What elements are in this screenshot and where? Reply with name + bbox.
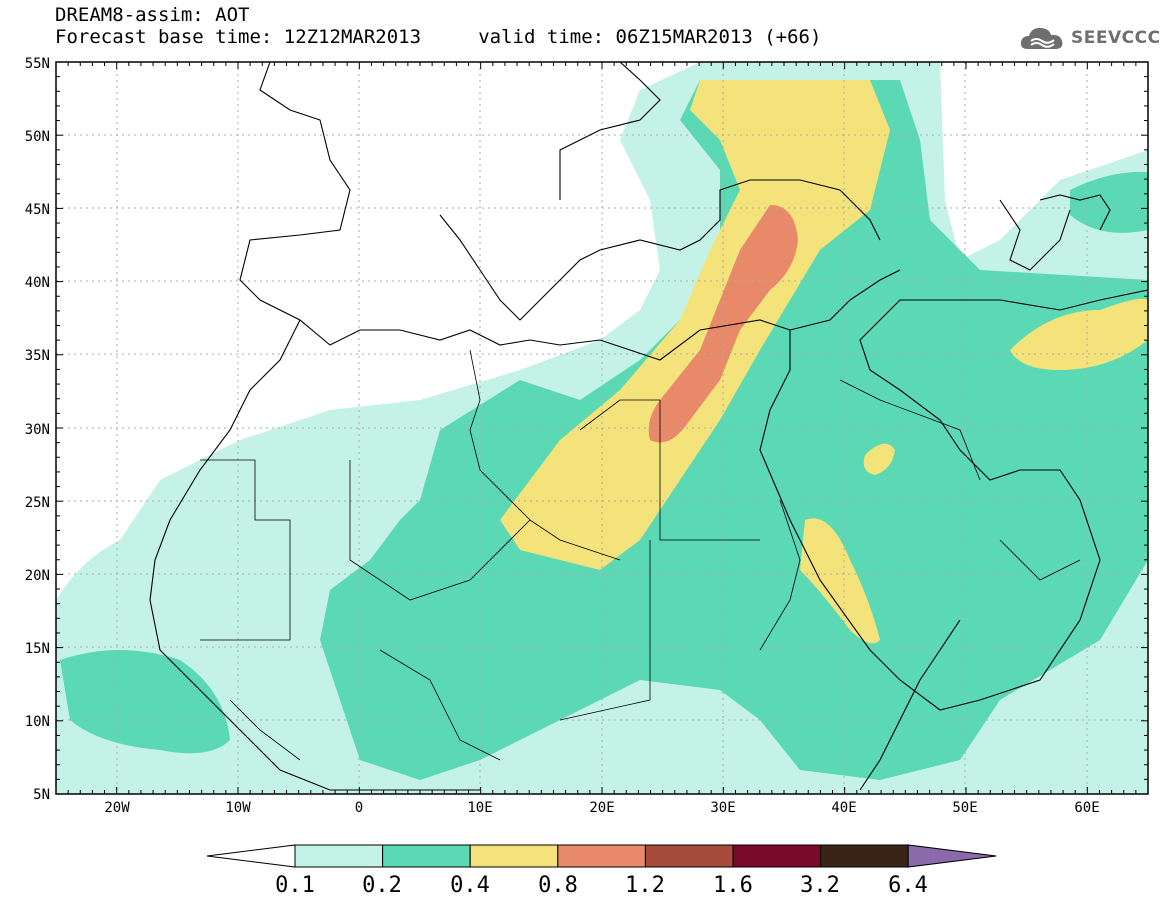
- colorbar-swatch: [469, 844, 559, 868]
- coastlines: [149, 62, 1148, 791]
- aot-field-mid-a: [320, 80, 1148, 780]
- colorbar-label: 6.4: [888, 873, 928, 898]
- lat-label: 55N: [25, 56, 50, 72]
- colorbar: [206, 844, 997, 868]
- aot-field-mid-c: [1070, 171, 1148, 233]
- colorbar-label: 0.2: [362, 873, 402, 898]
- lat-label: 35N: [25, 348, 50, 364]
- seevccc-logo: SEEVCCC: [1018, 23, 1161, 53]
- lon-label: 40E: [831, 800, 856, 816]
- colorbar-swatch: [382, 844, 471, 868]
- lon-label: 30E: [710, 800, 735, 816]
- aot-shading: [56, 62, 1148, 794]
- aot-field-very-high: [648, 205, 798, 443]
- colorbar-label: 0.1: [275, 873, 315, 898]
- logo-text: SEEVCCC: [1071, 28, 1161, 48]
- lon-label: 50E: [952, 800, 977, 816]
- lon-label: 10W: [225, 800, 251, 816]
- colorbar-label: 0.4: [450, 873, 490, 898]
- graticule: [56, 62, 1148, 794]
- aot-field-high-red-sea: [800, 518, 880, 644]
- lat-label: 15N: [25, 641, 50, 657]
- forecast-time-info: Forecast base time: 12Z12MAR2013 valid t…: [55, 26, 822, 48]
- lat-label: 10N: [25, 714, 50, 730]
- lat-label: 45N: [25, 202, 50, 218]
- colorbar-swatch: [732, 844, 822, 868]
- aot-field-high-small: [863, 443, 895, 475]
- lon-label: 10E: [467, 800, 492, 816]
- aot-field-high-iran: [1010, 298, 1148, 370]
- lon-label: 0: [355, 800, 363, 816]
- colorbar-high-arrow: [907, 844, 997, 868]
- cloud-icon: [1020, 28, 1063, 49]
- colorbar-label: 3.2: [800, 873, 840, 898]
- lon-label: 60E: [1074, 800, 1099, 816]
- colorbar-label: 1.6: [713, 873, 753, 898]
- aot-field-mid-b: [60, 650, 230, 754]
- colorbar-swatch: [557, 844, 646, 868]
- lat-label: 5N: [33, 787, 50, 803]
- map-title: DREAM8-assim: AOT: [55, 4, 250, 26]
- lat-label: 50N: [25, 129, 50, 145]
- lat-label: 30N: [25, 422, 50, 438]
- lat-label: 25N: [25, 495, 50, 511]
- country-borders: [200, 349, 1081, 761]
- colorbar-label: 1.2: [625, 873, 665, 898]
- axis-ticks: [55, 61, 1149, 795]
- colorbar-low-arrow: [206, 844, 296, 868]
- lat-label: 40N: [25, 275, 50, 291]
- colorbar-labels: 0.1 0.2 0.4 0.8 1.2 1.6 3.2 6.4: [275, 873, 928, 898]
- colorbar-swatch: [644, 844, 734, 868]
- longitude-labels: 20W 10W 0 10E 20E 30E 40E 50E 60E: [104, 800, 1099, 816]
- latitude-labels: 5N 10N 15N 20N 25N 30N 35N 40N 45N 50N 5…: [25, 56, 50, 803]
- aot-field-high: [500, 80, 890, 570]
- colorbar-label: 0.8: [538, 873, 578, 898]
- lon-label: 20E: [589, 800, 614, 816]
- colorbar-swatch: [294, 844, 384, 868]
- colorbar-swatch: [820, 844, 909, 868]
- lon-label: 20W: [104, 800, 130, 816]
- lat-label: 20N: [25, 568, 50, 584]
